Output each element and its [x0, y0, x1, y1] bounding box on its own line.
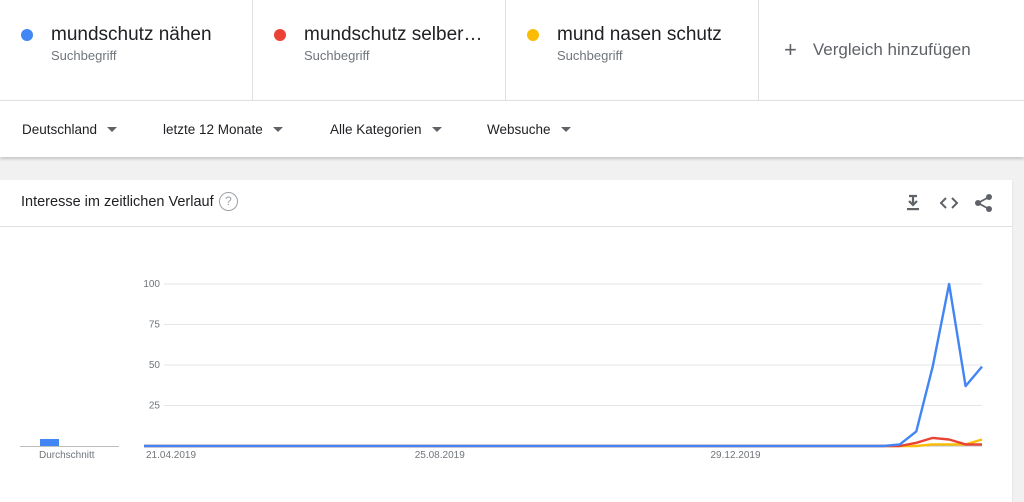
- compare-terms-bar: mundschutz nähen Suchbegriff mundschutz …: [0, 0, 1024, 100]
- caret-down-icon: [431, 127, 442, 132]
- y-tick-label: 75: [149, 320, 161, 331]
- term-type: Suchbegriff: [51, 48, 117, 63]
- y-tick-label: 100: [143, 279, 160, 290]
- plus-icon: +: [784, 37, 797, 62]
- average-baseline: [20, 446, 119, 447]
- term-type: Suchbegriff: [304, 48, 370, 63]
- add-comparison-label: Vergleich hinzufügen: [812, 40, 971, 59]
- add-comparison-button[interactable]: + Vergleich hinzufügen: [759, 0, 1024, 100]
- term-card-1[interactable]: mundschutz nähen Suchbegriff: [0, 0, 253, 100]
- y-tick-label: 25: [149, 401, 161, 412]
- region-value: Deutschland: [22, 122, 98, 137]
- term-name: mund nasen schutz: [557, 24, 722, 45]
- caret-down-icon: [107, 127, 118, 132]
- search-type-value: Websuche: [487, 122, 551, 137]
- series-color-dot: [527, 29, 539, 41]
- interest-line-chart: 25 50 75 100 21.04.2019 25.08.2019 29.12.2019: [143, 279, 983, 461]
- share-icon[interactable]: [973, 192, 995, 214]
- term-name: mundschutz nähen: [51, 24, 212, 45]
- region-dropdown[interactable]: Deutschland: [22, 101, 118, 158]
- search-type-dropdown[interactable]: Websuche: [487, 101, 571, 158]
- filter-bar: Deutschland letzte 12 Monate Alle Katego…: [0, 100, 1024, 157]
- download-icon[interactable]: [902, 192, 924, 214]
- card-header: Interesse im zeitlichen Verlauf ?: [0, 180, 1012, 227]
- interest-over-time-card: Interesse im zeitlichen Verlauf ? Durchs…: [0, 180, 1012, 502]
- caret-down-icon: [272, 127, 283, 132]
- average-label: Durchschnitt: [39, 450, 95, 461]
- y-tick-label: 50: [149, 360, 161, 371]
- time-range-dropdown[interactable]: letzte 12 Monate: [163, 101, 283, 158]
- series-color-dot: [21, 29, 33, 41]
- average-bar: [40, 439, 59, 446]
- term-type: Suchbegriff: [557, 48, 623, 63]
- series-line-2: [144, 436, 982, 448]
- embed-icon[interactable]: [938, 192, 960, 214]
- x-tick-label: 21.04.2019: [146, 450, 196, 461]
- time-range-value: letzte 12 Monate: [163, 122, 263, 137]
- category-dropdown[interactable]: Alle Kategorien: [330, 101, 442, 158]
- term-card-2[interactable]: mundschutz selber… Suchbegriff: [253, 0, 506, 100]
- caret-down-icon: [560, 127, 571, 132]
- card-title: Interesse im zeitlichen Verlauf: [21, 194, 214, 210]
- series-line-1: [144, 282, 983, 448]
- term-name: mundschutz selber…: [304, 24, 483, 45]
- term-card-3[interactable]: mund nasen schutz Suchbegriff: [506, 0, 759, 100]
- category-value: Alle Kategorien: [330, 122, 422, 137]
- help-icon[interactable]: ?: [219, 192, 238, 211]
- x-tick-label: 29.12.2019: [710, 450, 760, 461]
- series-color-dot: [274, 29, 286, 41]
- x-tick-label: 25.08.2019: [415, 450, 465, 461]
